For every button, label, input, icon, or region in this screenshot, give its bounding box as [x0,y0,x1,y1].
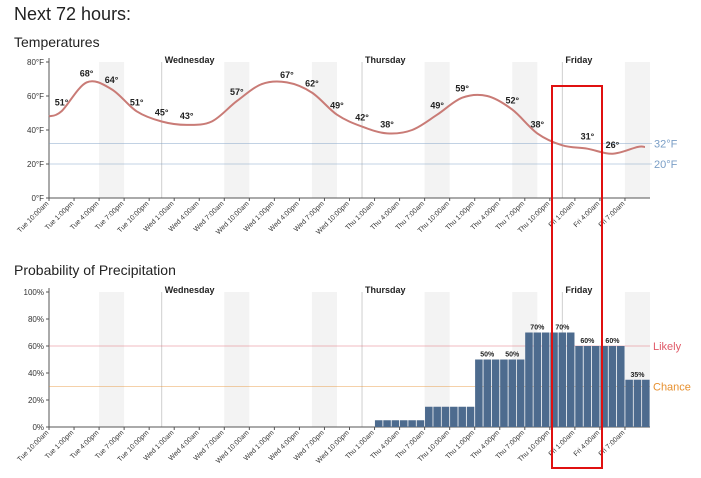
precip-bar [425,406,433,427]
precip-bar [399,420,408,427]
precip-bar [591,346,600,427]
precip-y-tick-label: 40% [28,369,44,378]
temp-band [424,62,450,198]
temp-band [311,62,337,198]
precip-bar-label: 50% [480,352,495,359]
precip-bar [383,420,391,427]
precip-bar [525,332,533,427]
precip-bar [617,346,625,427]
precip-band [512,292,538,427]
precip-bar [583,346,592,427]
precip-bar-label: 60% [580,338,595,345]
temp-point-label: 45° [155,108,169,118]
precip-y-tick-label: 20% [28,396,44,405]
temp-y-tick-label: 40°F [27,126,44,135]
precip-bar [408,420,416,427]
precip-bar [600,346,608,427]
temp-point-label: 43° [180,111,194,121]
temp-point-label: 38° [380,119,394,129]
precip-bar [374,420,383,427]
temp-point-label: 68° [80,68,94,78]
precip-bar [550,332,558,427]
precip-band [99,292,125,427]
precip-ref-label: Chance [653,382,691,394]
temp-point-label: 59° [455,84,469,94]
temp-point-label: 67° [280,70,294,80]
temp-x-tick-label: Tue 10:00am [16,200,50,234]
temp-point-label: 31° [581,131,595,141]
temp-day-label: Friday [565,55,592,65]
precipitation-chart-title: Probability of Precipitation [14,262,176,278]
temp-point-label: 49° [430,101,444,111]
precip-bar [433,406,441,427]
precip-bar [466,406,475,427]
precip-bar [575,346,583,427]
precip-bar [642,379,650,427]
precip-x-tick-label: Tue 10:00am [16,429,50,463]
temp-y-tick-label: 20°F [27,160,44,169]
precip-bar-label: 60% [605,338,620,345]
precip-bar [475,359,483,427]
precip-y-tick-label: 100% [24,288,44,297]
temp-point-label: 64° [105,75,119,85]
precip-band [424,292,450,427]
precip-bar [633,379,642,427]
precip-bar [625,379,633,427]
temp-point-label: 49° [330,101,344,111]
precip-bar [491,359,500,427]
temp-point-label: 51° [130,97,144,107]
temp-day-label: Thursday [365,55,406,65]
precip-bar [416,420,425,427]
precip-bar [533,332,542,427]
precip-bar [441,406,450,427]
precip-bar-label: 70% [555,325,570,332]
precip-y-tick-label: 80% [28,315,44,324]
temp-band [224,62,250,198]
temp-day-label: Wednesday [165,55,215,65]
precip-bar [541,332,550,427]
precip-bar [500,359,508,427]
highlight-box [551,85,603,469]
precip-bar [608,346,617,427]
precip-bar-label: 50% [505,352,520,359]
precip-bar [450,406,458,427]
precip-y-tick-label: 0% [32,423,44,432]
temperature-line [48,80,646,155]
precip-y-tick-label: 60% [28,342,44,351]
precip-bar [483,359,492,427]
temp-point-label: 52° [505,96,519,106]
precip-bar-label: 70% [530,325,545,332]
precip-bar [508,359,517,427]
temp-band [624,62,650,198]
precip-bar [566,332,575,427]
temp-point-label: 26° [606,140,620,150]
temp-ref-label: 20°F [654,159,678,171]
precip-day-label: Thursday [365,285,406,295]
page-heading: Next 72 hours: [14,4,132,24]
precip-bar [516,359,525,427]
precip-ref-label: Likely [653,341,682,353]
temp-y-tick-label: 60°F [27,92,44,101]
temp-point-label: 42° [355,113,369,123]
temp-y-tick-label: 80°F [27,58,44,67]
precip-bar [558,332,567,427]
temp-point-label: 62° [305,79,319,89]
precip-day-label: Friday [565,285,592,295]
precip-band [311,292,337,427]
temp-ref-label: 32°F [654,139,678,151]
temp-y-tick-label: 0°F [31,194,44,203]
precip-bar [391,420,400,427]
precip-day-label: Wednesday [165,285,215,295]
precip-bar-label: 35% [630,372,645,379]
temp-point-label: 57° [230,87,244,97]
precip-bar [458,406,466,427]
temperature-chart-title: Temperatures [14,34,100,50]
temp-point-label: 51° [55,97,69,107]
precip-band [224,292,250,427]
temp-point-label: 38° [531,119,545,129]
